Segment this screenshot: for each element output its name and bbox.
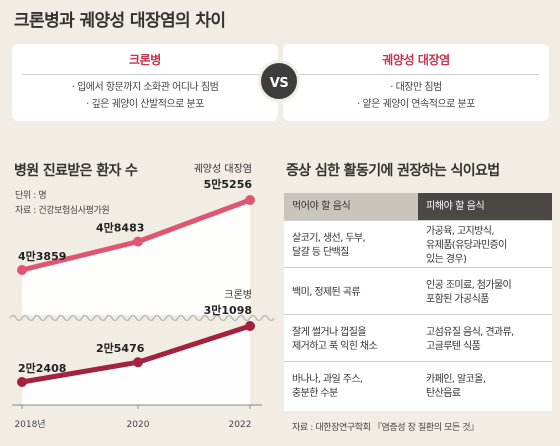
crohns-bullets: · 입에서 항문까지 소화관 어디나 침범 · 깊은 궤양이 산발적으로 분포: [12, 79, 278, 113]
diet-row: 백미, 정제된 곡류 인공 조미료, 첨가물이 포함된 가공식품: [284, 267, 552, 314]
crohns-heading: 크론병: [129, 53, 161, 67]
chart-title: 병원 진료받은 환자 수: [14, 163, 138, 179]
diet-cell-avoid: 인공 조미료, 첨가물이 포함된 가공식품: [426, 280, 512, 305]
series-name-label: 궤양성 대장염: [194, 163, 252, 175]
data-label: 2만5476: [96, 341, 145, 355]
patients-line-chart: 2018년 2020 2022 4만3859 4만8483 궤양성 대장염 5만5256 2만…: [9, 163, 275, 430]
data-label: 3만1098: [204, 303, 252, 317]
data-point: [17, 377, 27, 387]
axis-break: [9, 314, 275, 322]
diet-cell-avoid: 가공육, 고지방식, 유제품(유당과민증이 있는 경우): [426, 226, 507, 265]
diet-cell-avoid: 고섬유질 음식, 견과류, 고글루텐 식품: [426, 327, 514, 352]
x-tick-label: 2020: [127, 420, 150, 430]
crohns-divider: [22, 74, 268, 75]
diet-table: 먹어야 할 음식 피해야 할 음식 살코기, 생선, 두부, 달걀 등 단백질 …: [284, 193, 552, 411]
chart-unit: 단위 : 명: [15, 191, 47, 201]
diet-title: 증상 심한 활동기에 권장하는 식이요법: [286, 163, 500, 179]
x-tick-label: 2018년: [14, 419, 45, 430]
diet-cell-eat: 백미, 정제된 곡류: [292, 287, 361, 298]
diet-row: 잘게 썰거나 껍질을 제거하고 푹 익힌 채소 고섬유질 음식, 견과류, 고글…: [284, 314, 552, 361]
diet-header-avoid: 피해야 할 음식: [418, 193, 552, 220]
diet-header-row: 먹어야 할 음식 피해야 할 음식: [284, 193, 552, 220]
series-area-0: [22, 200, 250, 315]
data-point: [245, 195, 255, 205]
diet-source: 자료 : 대한장연구학회 『염증성 장 질환의 모든 것』: [292, 423, 479, 433]
data-point: [133, 236, 143, 247]
data-label: 4만3859: [18, 249, 66, 263]
x-tick-label: 2022: [229, 420, 252, 430]
data-label: 4만8483: [96, 221, 144, 235]
diet-cell-eat: 살코기, 생선, 두부, 달걀 등 단백질: [292, 233, 366, 258]
data-label: 5만5256: [204, 177, 253, 191]
crohns-bullet: · 입에서 항문까지 소화관 어디나 침범: [71, 82, 219, 93]
uc-card: 궤양성 대장염 · 대장만 침범 · 얕은 궤양이 연속적으로 분포: [283, 44, 549, 121]
uc-bullet: · 대장만 침범: [390, 82, 442, 93]
diet-row: 살코기, 생선, 두부, 달걀 등 단백질 가공육, 고지방식, 유제품(유당과…: [284, 220, 552, 267]
diet-cell-eat: 잘게 썰거나 껍질을 제거하고 푹 익힌 채소: [292, 327, 378, 352]
vs-badge: VS: [258, 60, 300, 102]
diet-cell-eat: 바나나, 과일 주스, 충분한 수분: [292, 374, 363, 399]
data-label: 2만2408: [18, 361, 66, 375]
uc-bullet: · 얕은 궤양이 연속적으로 분포: [357, 99, 475, 110]
diet-row: 바나나, 과일 주스, 충분한 수분 카페인, 알코올, 탄산음료: [284, 361, 552, 408]
data-point: [17, 265, 27, 275]
uc-bullets: · 대장만 침범 · 얕은 궤양이 연속적으로 분포: [283, 79, 549, 113]
diet-cell-avoid: 카페인, 알코올, 탄산음료: [426, 374, 486, 399]
page-title: 크론병과 궤양성 대장염의 차이: [14, 11, 226, 31]
series-name-label: 크론병: [224, 289, 252, 301]
crohns-bullet: · 깊은 궤양이 산발적으로 분포: [86, 99, 204, 110]
uc-heading: 궤양성 대장염: [382, 53, 450, 67]
chart-source: 자료 : 건강보험심사평가원: [15, 206, 110, 216]
diet-header-eat: 먹어야 할 음식: [284, 193, 418, 220]
uc-divider: [293, 74, 539, 75]
crohns-card: 크론병 · 입에서 항문까지 소화관 어디나 침범 · 깊은 궤양이 산발적으로…: [12, 44, 278, 121]
data-point: [245, 321, 255, 331]
data-point: [133, 357, 143, 368]
